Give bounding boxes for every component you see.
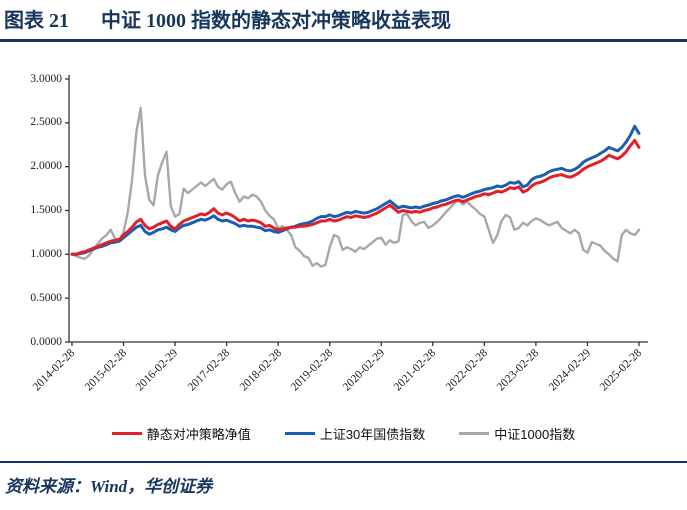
figure-title: 中证 1000 指数的静态对冲策略收益表现: [101, 10, 451, 32]
x-axis-tick-label: 2020-02-29: [340, 347, 387, 394]
source-note: 资料来源：Wind，华创证券: [5, 477, 213, 496]
x-axis-tick-label: 2014-02-28: [31, 347, 78, 394]
y-axis-tick-label: 1.0000: [30, 247, 62, 260]
title-divider: [0, 39, 687, 42]
x-axis-tick-label: 2024-02-29: [546, 347, 593, 394]
y-axis-tick-label: 3.0000: [30, 72, 62, 85]
line-static-hedge-strategy: [70, 138, 641, 256]
legend-item-csi1000-index: 中证1000指数: [459, 424, 575, 443]
legend-swatch-sse-30y-treasury-index: [284, 432, 315, 435]
x-axis-tick-label: 2016-02-29: [134, 347, 181, 394]
legend-swatch-csi1000-index: [459, 432, 490, 435]
figure-label: 图表 21: [4, 10, 69, 32]
legend-label-csi1000-index: 中证1000指数: [494, 427, 576, 442]
x-axis-tick-label: 2023-02-28: [494, 347, 542, 394]
line-sse-30y-treasury-index: [70, 124, 641, 256]
y-axis-tick-label: 2.5000: [30, 116, 62, 129]
y-axis-tick-label: 2.0000: [30, 160, 62, 173]
legend-item-sse-30y-treasury-index: 上证30年国债指数: [284, 424, 426, 443]
line-csi1000-index: [70, 106, 641, 268]
x-axis-tick-label: 2019-02-28: [288, 347, 336, 394]
x-axis-tick-label: 2021-02-28: [391, 347, 439, 394]
chart-legend: 静态对冲策略净值 上证30年国债指数 中证1000指数: [0, 424, 687, 443]
y-axis-tick-label: 0.0000: [30, 335, 62, 348]
x-axis-tick-label: 2015-02-28: [82, 347, 130, 394]
x-axis-tick-label: 2022-02-28: [443, 347, 490, 394]
legend-label-sse-30y-treasury-index: 上证30年国债指数: [319, 427, 426, 442]
legend-label-static-hedge-strategy: 静态对冲策略净值: [146, 427, 251, 442]
y-axis-tick-label: 0.5000: [30, 291, 62, 304]
legend-item-static-hedge-strategy: 静态对冲策略净值: [111, 424, 251, 443]
x-axis-tick-label: 2017-02-28: [185, 347, 233, 394]
source-divider: [0, 461, 687, 463]
x-axis-tick-label: 2025-02-28: [598, 347, 645, 394]
legend-swatch-static-hedge-strategy: [111, 432, 142, 435]
x-axis-tick-label: 2018-02-28: [237, 347, 284, 394]
y-axis-tick-label: 1.5000: [30, 204, 62, 216]
figure-header: 图表 21 中证 1000 指数的静态对冲策略收益表现: [4, 4, 451, 33]
